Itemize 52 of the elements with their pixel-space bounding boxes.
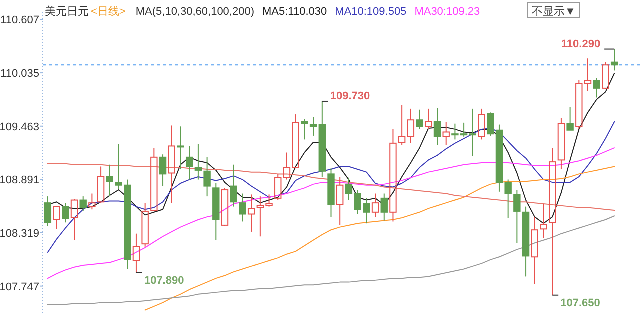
candlestick	[469, 108, 477, 157]
y-tick-label: 107.747	[0, 281, 40, 294]
candlestick	[522, 206, 530, 278]
y-tick-label: 110.035	[0, 68, 40, 80]
chart-subtitle: <日线>	[91, 5, 126, 18]
candlestick	[44, 196, 52, 227]
candlestick	[301, 118, 308, 140]
candlestick	[230, 164, 238, 208]
candlestick	[142, 202, 149, 248]
candlestick	[336, 176, 344, 226]
chart-title: 美元日元	[45, 5, 89, 18]
candlestick	[177, 126, 184, 170]
text: MA30:109.23	[414, 6, 480, 18]
candlestick	[398, 104, 406, 146]
candlestick	[558, 118, 566, 170]
candlestick	[548, 148, 556, 296]
candlestick	[318, 100, 326, 178]
candlestick	[434, 108, 442, 146]
candlestick	[248, 194, 256, 232]
candlestick	[390, 128, 397, 222]
annotation: 109.730	[330, 90, 370, 102]
candlestick	[540, 204, 548, 239]
candlestick	[106, 164, 114, 198]
candlestick	[310, 116, 318, 136]
annotation: 107.650	[560, 297, 600, 310]
candlestick	[186, 146, 194, 180]
line-series	[47, 216, 616, 306]
candlestick	[194, 144, 202, 180]
candlestick	[610, 48, 618, 72]
annotation: 不显示▼	[532, 6, 576, 18]
candlestick	[168, 125, 176, 204]
candlestick	[132, 233, 140, 274]
candlestick	[425, 108, 432, 130]
candlestick	[204, 156, 211, 198]
annotation: 110.290	[561, 38, 601, 50]
text: MA10:109.505	[335, 6, 407, 18]
y-tick-label: 108.891	[0, 174, 40, 187]
candlestick	[159, 154, 167, 187]
candlestick	[407, 108, 415, 144]
candlestick	[328, 168, 335, 218]
candlestick	[442, 121, 450, 146]
annotation: 107.890	[144, 274, 184, 287]
candlestick	[531, 216, 538, 285]
candlestick	[80, 196, 87, 212]
y-tick-label: 110.607	[0, 14, 40, 27]
candlestick	[416, 109, 424, 130]
y-tick-label: 109.463	[0, 121, 40, 134]
annotation: MA(5,10,30,60,100,200)	[136, 6, 254, 18]
line-series	[144, 166, 616, 311]
candlestick	[593, 78, 600, 98]
text: MA5:110.030	[262, 6, 328, 18]
y-tick-label: 108.319	[0, 228, 40, 240]
